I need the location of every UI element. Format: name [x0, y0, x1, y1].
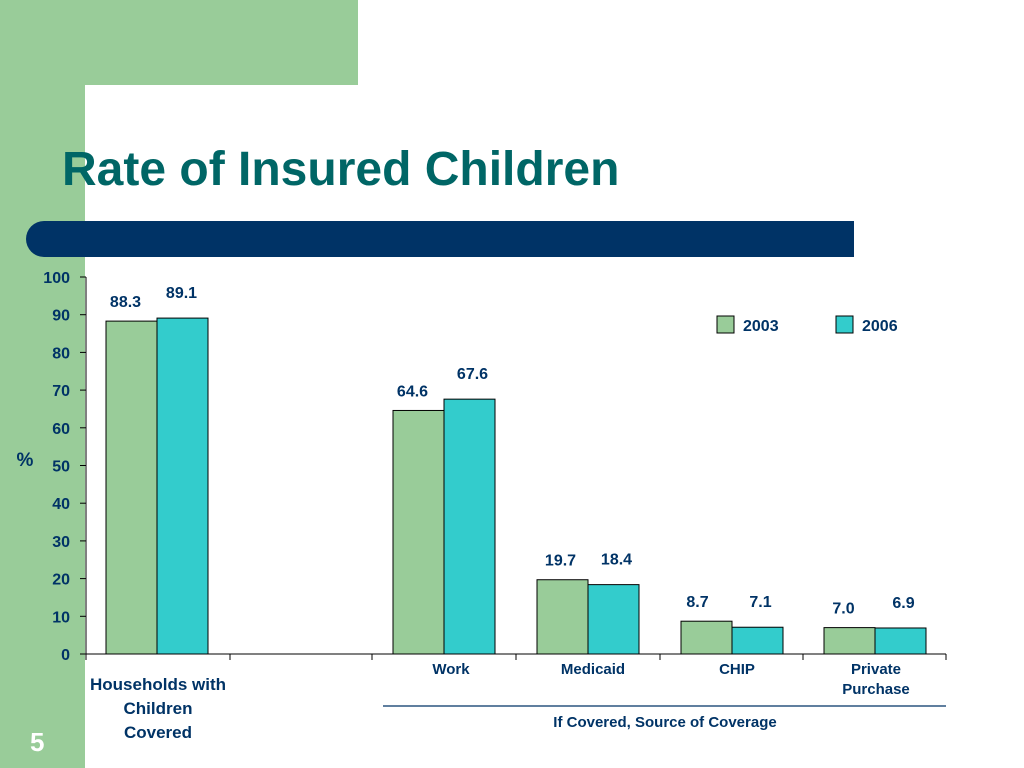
bar-2006-4 [874, 627, 927, 655]
bar-2003-0 [105, 320, 158, 655]
bar-2003-1 [392, 409, 445, 655]
y-tick-label: 30 [52, 534, 70, 551]
decorative-green-band-left [0, 0, 85, 768]
data-label-2006-4: 6.9 [892, 595, 914, 612]
title-underline-bar [26, 221, 854, 257]
y-tick-label: 0 [61, 647, 70, 664]
y-tick-label: 50 [52, 459, 70, 476]
decorative-rounded-corner [85, 85, 205, 205]
bar-2006-3 [731, 626, 784, 655]
chart-axes: 0 10 20 30 40 50 60 70 80 90 100% [17, 270, 947, 664]
category-label: Private [851, 661, 901, 678]
category-label: Medicaid [561, 661, 625, 678]
data-label-2006-0: 89.1 [166, 285, 197, 302]
slide-title: Rate of Insured Children [62, 143, 620, 196]
data-label-2003-1: 64.6 [397, 383, 428, 400]
bar-2006-1 [443, 398, 496, 655]
y-tick-label: 80 [52, 345, 70, 362]
data-label-2003-0: 88.3 [110, 294, 141, 311]
bar-2006-0 [156, 317, 209, 655]
data-label-2006-2: 18.4 [601, 552, 632, 569]
category-label: CHIP [719, 661, 755, 678]
legend-label-2006: 2006 [862, 318, 898, 335]
y-tick-label: 90 [52, 308, 70, 325]
legend-swatch-2003 [716, 315, 735, 334]
bar-2003-3 [680, 620, 733, 655]
chart-bars [105, 317, 927, 655]
chart-labels: 88.3 64.6 19.7 8.7 7.0 89.1 67.6 18.4 7.1 6.9 Hous… [90, 285, 946, 742]
category-label: Work [432, 661, 470, 678]
y-tick-label: 100 [43, 270, 70, 287]
category-label: Children [124, 699, 193, 718]
category-label: Covered [124, 723, 192, 742]
bar-2003-4 [823, 627, 876, 655]
data-label-2003-4: 7.0 [832, 601, 854, 618]
y-axis-label: % [17, 450, 34, 471]
y-tick-label: 20 [52, 572, 70, 589]
group-label: If Covered, Source of Coverage [553, 714, 776, 731]
data-label-2003-3: 8.7 [686, 594, 708, 611]
y-tick-label: 40 [52, 496, 70, 513]
legend-swatch-2006 [835, 315, 854, 334]
y-tick-label: 70 [52, 383, 70, 400]
y-tick-label: 10 [52, 609, 70, 626]
category-label: Households with [90, 675, 226, 694]
slide-number: 5 [30, 727, 45, 757]
data-label-2003-2: 19.7 [545, 553, 576, 570]
legend-label-2003: 2003 [743, 318, 779, 335]
y-tick-label: 60 [52, 421, 70, 438]
data-label-2006-1: 67.6 [457, 366, 488, 383]
bar-2003-2 [536, 579, 589, 655]
data-label-2006-3: 7.1 [749, 594, 771, 611]
chart-legend: 2003 2006 [716, 315, 898, 335]
bar-2006-2 [587, 584, 640, 655]
category-label: Purchase [842, 681, 910, 698]
